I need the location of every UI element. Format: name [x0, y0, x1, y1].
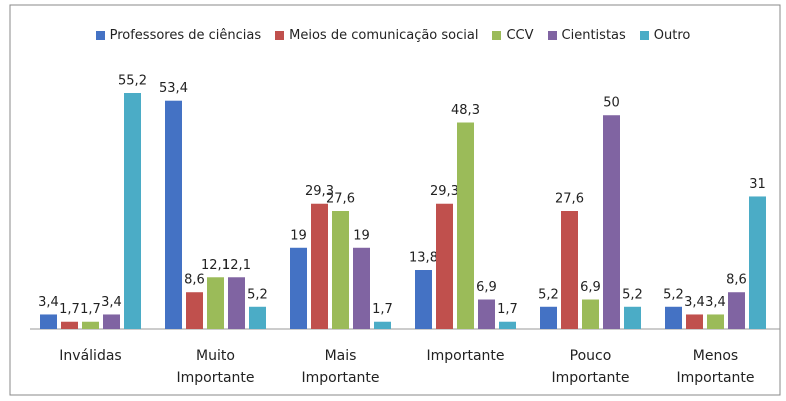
- bar: [249, 306, 266, 329]
- bar: [124, 93, 141, 329]
- legend-swatch: [95, 31, 105, 40]
- data-label: 55,2: [118, 74, 147, 89]
- data-label: 12,1: [222, 258, 251, 273]
- x-tick-label: Mais Importante: [301, 348, 380, 386]
- data-label: 29,3: [305, 184, 334, 199]
- data-label: 31: [749, 177, 766, 192]
- bar: [207, 277, 224, 329]
- bar: [40, 314, 57, 329]
- data-label: 19: [353, 228, 370, 243]
- bar: [686, 314, 703, 329]
- bar: [540, 306, 557, 329]
- bar: [728, 292, 745, 329]
- legend: Professores de ciências Meios de comunica…: [0, 28, 786, 43]
- data-label: 1,7: [59, 302, 80, 317]
- x-tick-label: Menos Importante: [676, 348, 755, 386]
- legend-item: CCV: [492, 28, 534, 43]
- data-label: 3,4: [38, 295, 59, 310]
- data-label: 12,1: [201, 258, 230, 273]
- data-label: 3,4: [101, 295, 122, 310]
- bar: [582, 299, 599, 329]
- data-label: 53,4: [159, 81, 188, 96]
- bar: [603, 115, 620, 330]
- legend-swatch: [492, 31, 502, 40]
- bar: [353, 247, 370, 329]
- legend-item: Professores de ciências: [95, 28, 262, 43]
- data-label: 13,8: [409, 251, 438, 266]
- bar: [82, 321, 99, 329]
- bar: [332, 211, 349, 329]
- legend-item: Meios de comunicação social: [275, 28, 478, 43]
- bar: [707, 314, 724, 329]
- legend-label: Cientistas: [561, 28, 626, 43]
- legend-swatch: [275, 31, 285, 40]
- data-label: 29,3: [430, 184, 459, 199]
- data-label: 8,6: [184, 273, 205, 288]
- data-label: 1,7: [372, 302, 393, 317]
- bar: [499, 321, 516, 329]
- data-label: 5,2: [247, 287, 268, 302]
- bar: [749, 196, 766, 329]
- bar: [665, 306, 682, 329]
- data-label: 8,6: [726, 273, 747, 288]
- bar: [186, 292, 203, 329]
- bar: [436, 203, 453, 329]
- bar: [165, 100, 182, 330]
- data-label: 3,4: [705, 295, 726, 310]
- data-label: 6,9: [476, 280, 497, 295]
- data-label: 1,7: [497, 302, 518, 317]
- legend-label: Professores de ciências: [109, 28, 262, 43]
- data-label: 27,6: [326, 192, 355, 207]
- data-label: 1,7: [80, 302, 101, 317]
- data-label: 50: [603, 96, 620, 111]
- legend-label: Outro: [653, 28, 691, 43]
- data-label: 3,4: [684, 295, 705, 310]
- data-label: 5,2: [622, 287, 643, 302]
- x-tick-label: Inválidas: [59, 348, 122, 364]
- bar: [374, 321, 391, 329]
- x-tick-label: Importante: [426, 348, 505, 364]
- data-label: 19: [290, 228, 307, 243]
- data-label: 27,6: [555, 192, 584, 207]
- data-label: 48,3: [451, 103, 480, 118]
- data-label: 5,2: [663, 287, 684, 302]
- bar: [290, 247, 307, 329]
- legend-label: CCV: [506, 28, 534, 43]
- data-label: 5,2: [538, 287, 559, 302]
- data-label: 6,9: [580, 280, 601, 295]
- bar: [103, 314, 120, 329]
- bar: [415, 270, 432, 329]
- legend-item: Cientistas: [547, 28, 626, 43]
- legend-label: Meios de comunicação social: [289, 28, 479, 43]
- chart-border: [9, 4, 781, 396]
- bar: [311, 203, 328, 329]
- x-tick-label: Pouco Importante: [551, 348, 630, 386]
- legend-item: Outro: [639, 28, 691, 43]
- x-tick-label: Muito Importante: [176, 348, 255, 386]
- legend-swatch: [547, 31, 557, 40]
- bar: [61, 321, 78, 329]
- legend-swatch: [639, 31, 649, 40]
- bar: [457, 122, 474, 329]
- bar: [561, 211, 578, 329]
- bar: [228, 277, 245, 329]
- bar: [478, 299, 495, 329]
- bar: [624, 306, 641, 329]
